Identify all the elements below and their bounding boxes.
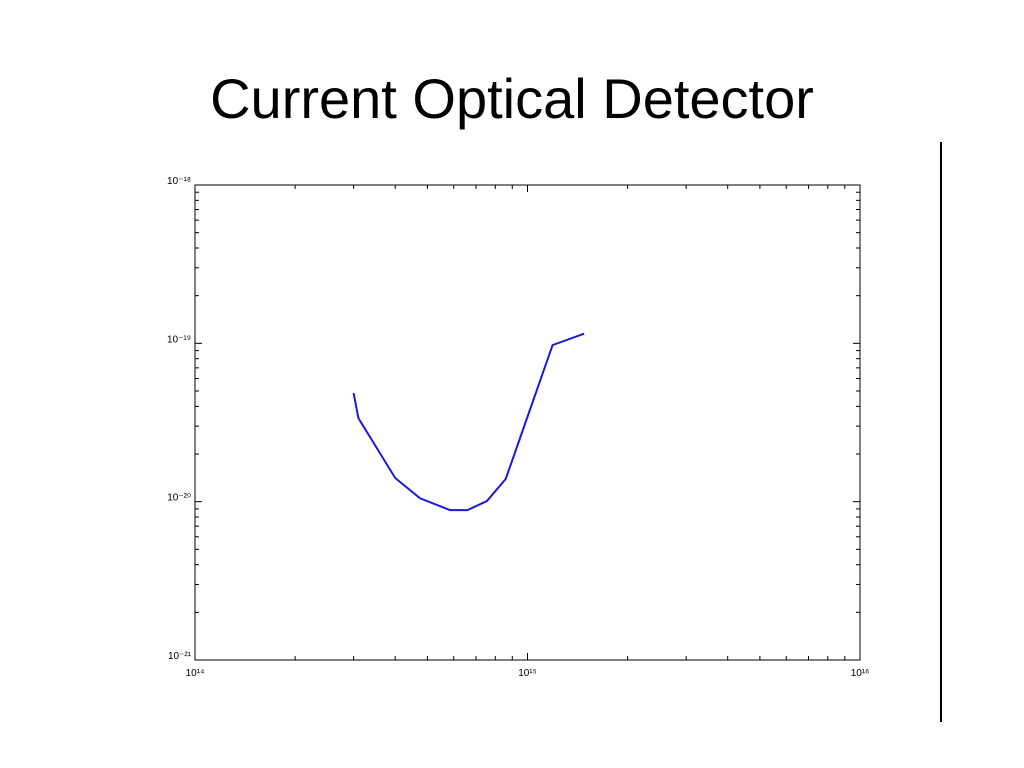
- chart-title: Current Optical Detector: [210, 67, 814, 130]
- y-tick-label: 10⁻¹⁹: [167, 334, 191, 345]
- y-tick-label: 10⁻²¹: [168, 651, 192, 662]
- x-tick-label: 10¹⁶: [851, 668, 870, 679]
- x-tick-label: 10¹⁵: [518, 668, 537, 679]
- y-tick-label: 10⁻²⁰: [167, 493, 191, 504]
- x-tick-label: 10¹⁴: [186, 668, 205, 679]
- plot-frame: [194, 184, 861, 661]
- y-tick-label: 10⁻¹⁸: [167, 176, 191, 187]
- series-line: [352, 332, 585, 512]
